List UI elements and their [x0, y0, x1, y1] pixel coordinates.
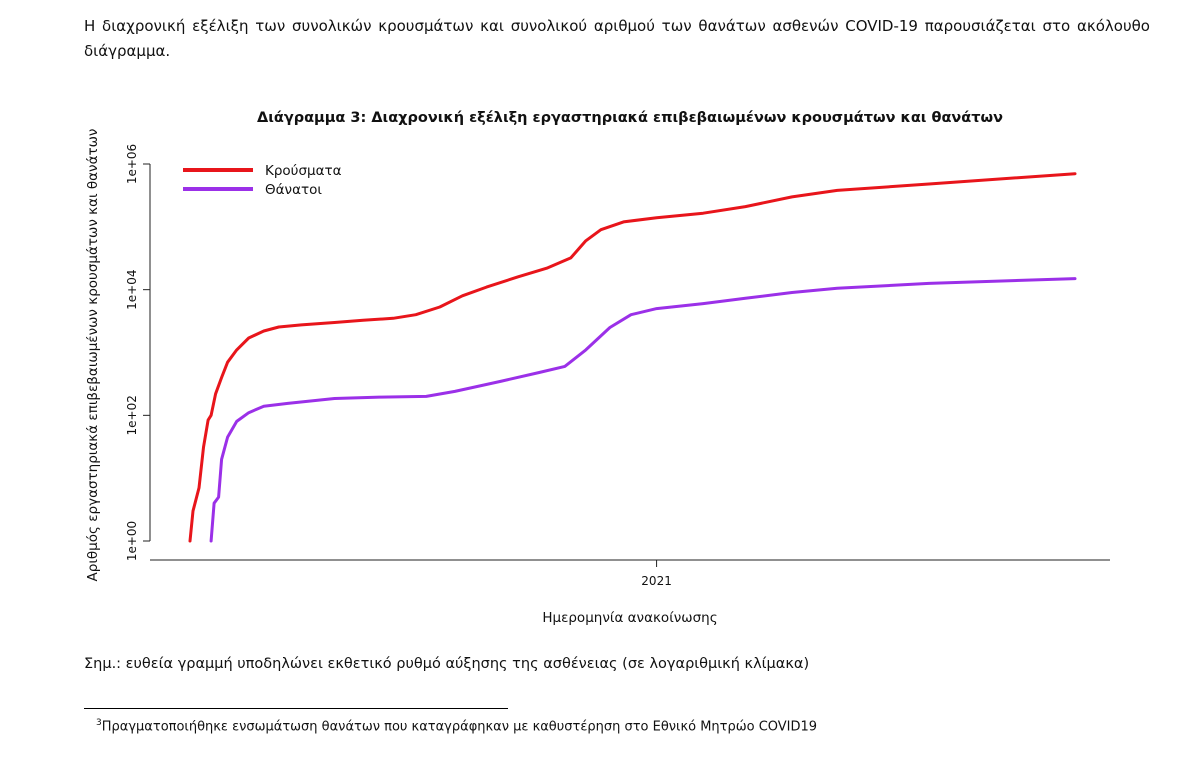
y-axis: 1e+00 1e+02 1e+04 1e+06 [125, 144, 151, 561]
series-line-deaths [209, 277, 1077, 543]
y-tick-label: 1e+04 [125, 269, 139, 309]
footnote-divider [84, 708, 508, 709]
legend: Κρούσματα Θάνατοι [183, 163, 342, 198]
x-tick-label: 2021 [641, 574, 672, 588]
legend-label-deaths: Θάνατοι [265, 182, 322, 198]
y-axis-label: Αριθμός εργαστηριακά επιβεβαιωμένων κρου… [85, 129, 101, 582]
y-tick-label: 1e+00 [125, 521, 139, 561]
legend-label-cases: Κρούσματα [265, 163, 342, 179]
intro-paragraph: Η διαχρονική εξέλιξη των συνολικών κρουσ… [84, 17, 1150, 60]
chart-note: Σημ.: ευθεία γραμμή υποδηλώνει εκθετικό … [84, 656, 810, 672]
y-tick-label: 1e+06 [125, 144, 139, 184]
plot-area [188, 172, 1077, 543]
x-axis-label: Ημερομηνία ανακοίνωσης [542, 610, 717, 626]
chart-title: Διάγραμμα 3: Διαχρονική εξέλιξη εργαστηρ… [257, 110, 1003, 126]
x-axis: 2021 [150, 559, 1110, 588]
footnote-text: Πραγματοποιήθηκε ενσωμάτωση θανάτων που … [101, 719, 818, 735]
cases-deaths-chart: Διάγραμμα 3: Διαχρονική εξέλιξη εργαστηρ… [85, 110, 1110, 626]
y-tick-label: 1e+02 [125, 395, 139, 435]
footnote-marker: 3 [96, 718, 102, 728]
series-line-cases [188, 172, 1077, 543]
footnote: 3Πραγματοποιήθηκε ενσωμάτωση θανάτων που… [96, 718, 817, 734]
